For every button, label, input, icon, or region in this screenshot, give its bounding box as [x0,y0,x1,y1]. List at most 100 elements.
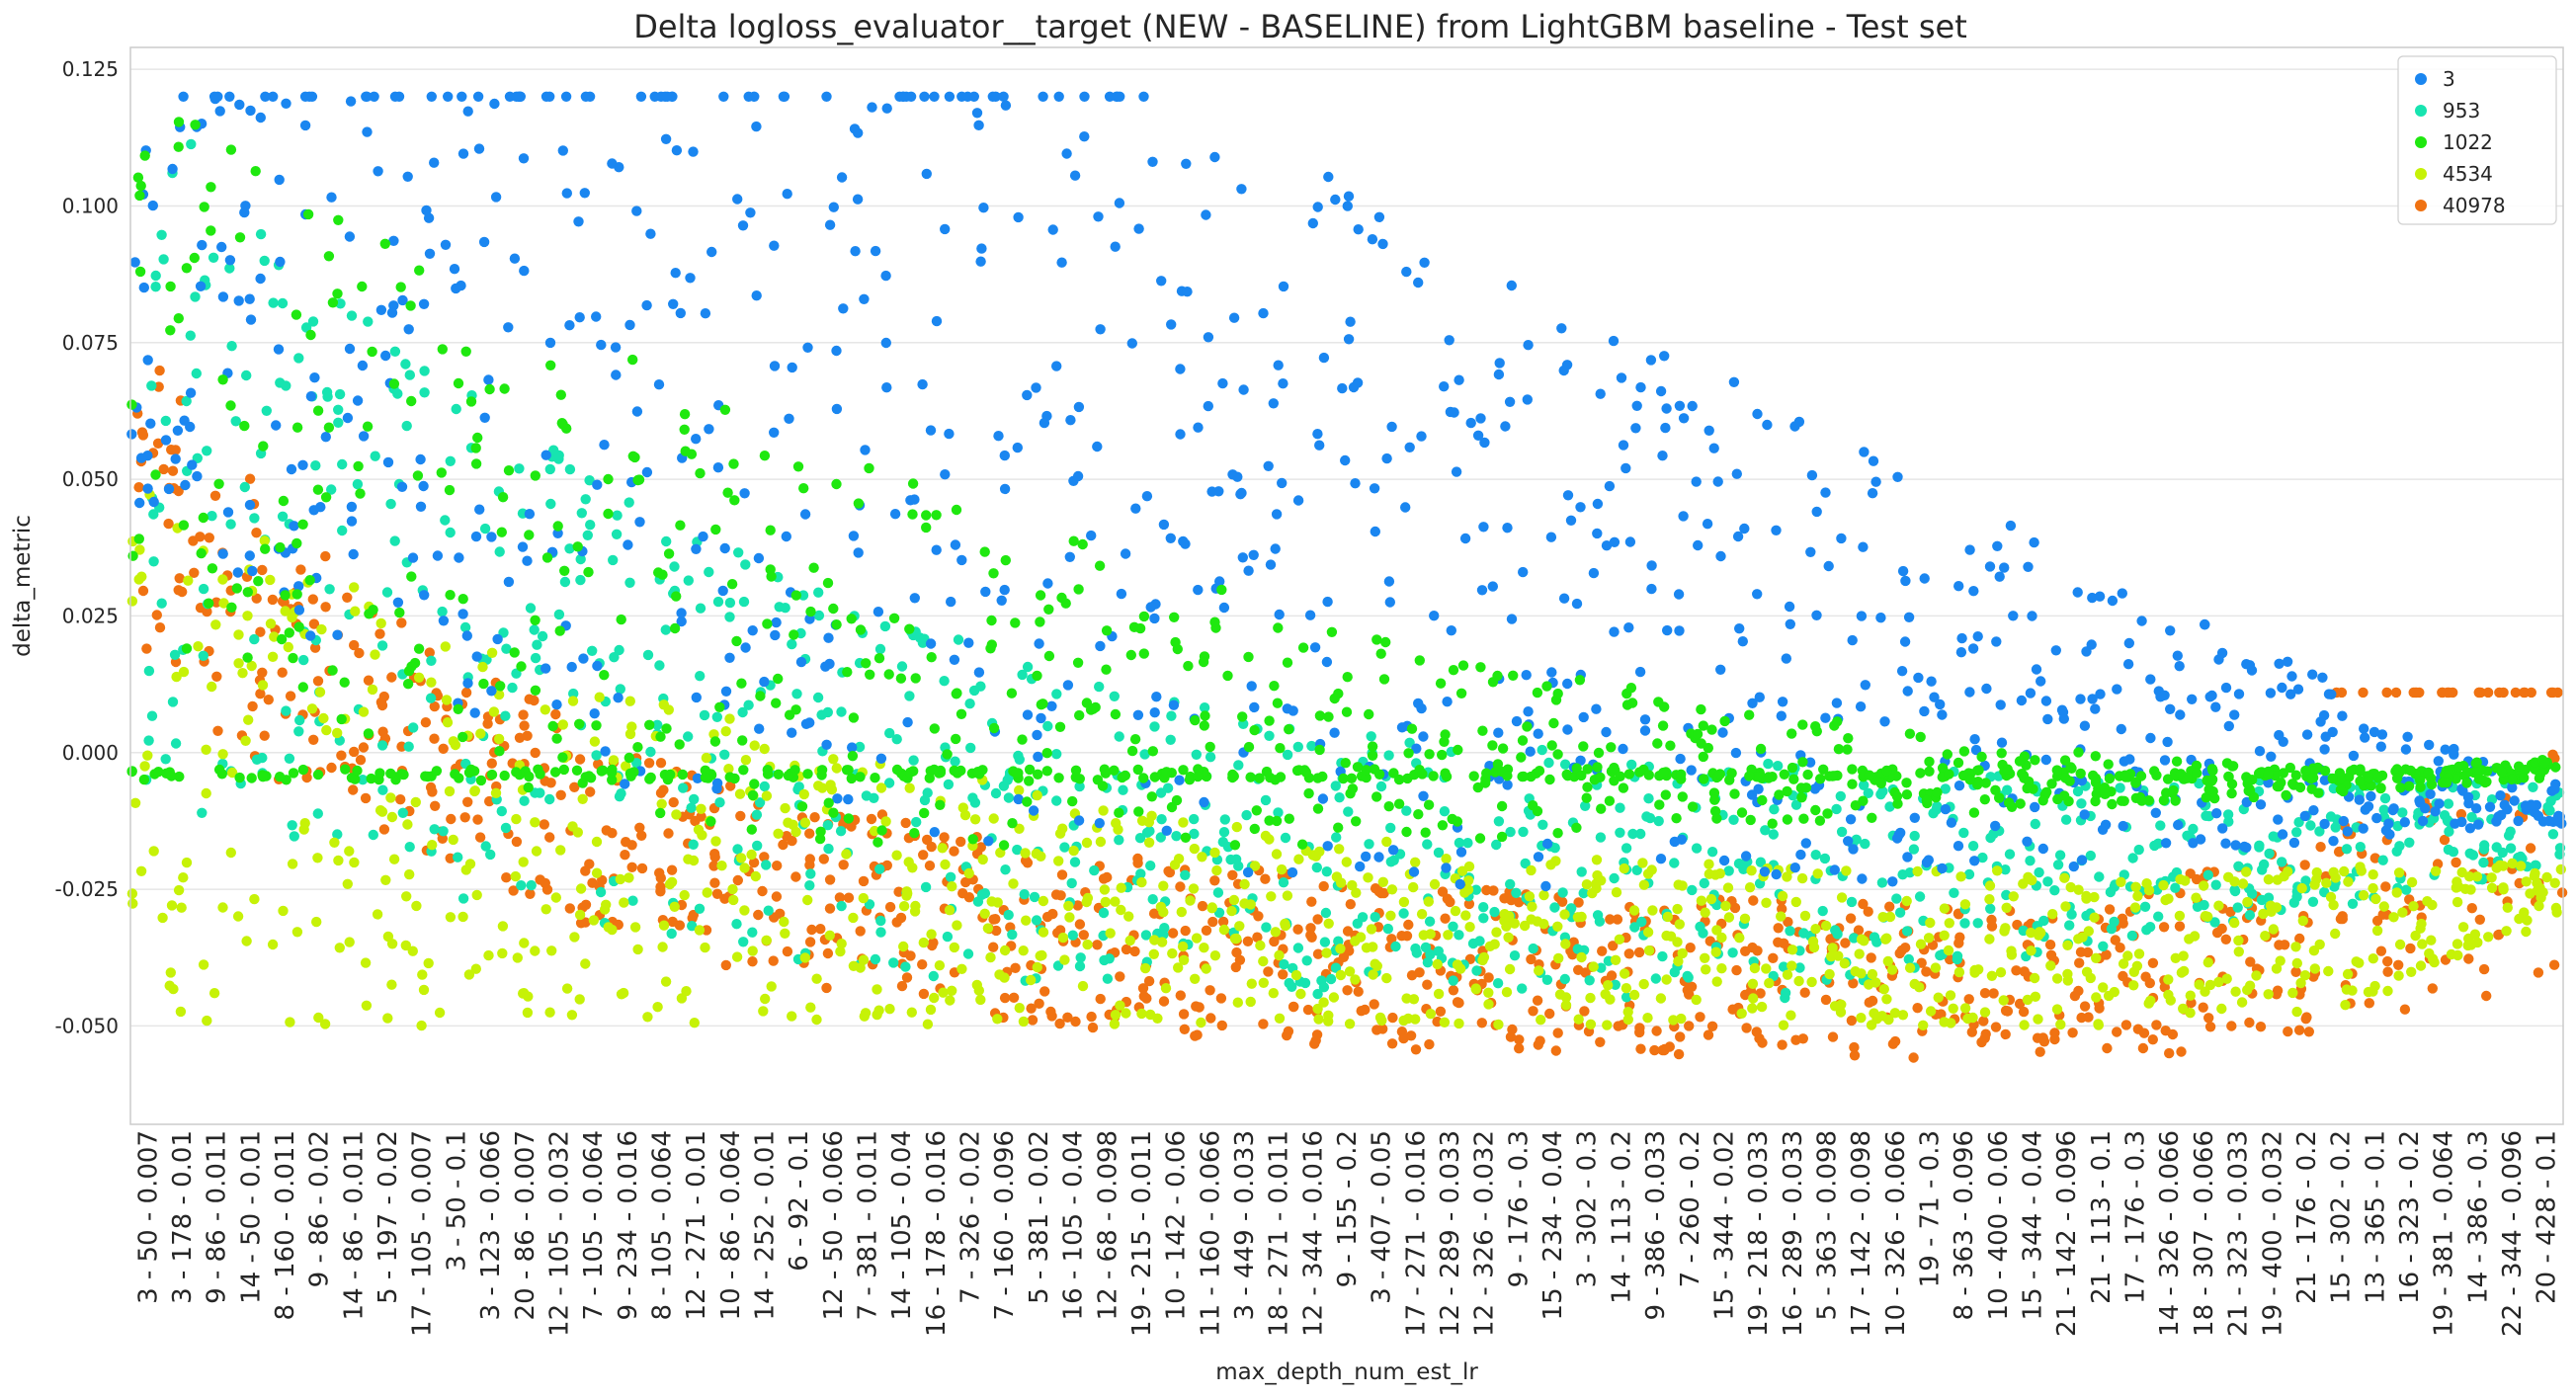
data-point-1022 [2451,774,2461,784]
data-point-3 [1064,551,1076,562]
data-point-1022 [1653,697,1664,707]
data-point-1022 [773,673,784,685]
data-point-40978 [1605,914,1616,925]
data-point-953 [612,510,623,521]
data-point-40978 [378,691,389,702]
data-point-4534 [799,817,811,828]
data-point-3 [1047,224,1058,235]
data-point-953 [584,475,595,486]
data-point-40978 [924,861,936,871]
data-point-4534 [656,798,667,809]
data-point-40978 [295,564,306,575]
data-point-4534 [148,846,159,857]
data-point-3 [1968,586,1979,597]
data-point-40978 [2455,808,2467,820]
data-point-40978 [1306,896,1317,907]
data-point-953 [780,603,790,614]
data-point-1022 [1901,778,1912,788]
data-point-4534 [2213,900,2224,911]
data-point-40978 [2226,1021,2237,1031]
data-point-1022 [1183,660,1194,672]
data-point-4534 [1026,974,1037,986]
data-point-3 [751,121,762,132]
data-point-4534 [457,911,468,923]
data-point-1022 [1138,773,1149,783]
data-point-4534 [746,849,757,861]
data-point-1022 [1380,636,1391,648]
data-point-1022 [1243,651,1254,663]
data-point-4534 [1386,884,1398,895]
data-point-953 [1031,915,1042,926]
data-point-3 [843,793,854,805]
data-point-953 [761,860,772,870]
data-point-4534 [1099,884,1111,895]
data-point-953 [585,520,596,531]
data-point-3 [1634,666,1646,678]
data-point-953 [1007,929,1018,941]
data-point-953 [1972,918,1983,929]
x-tick-label: 9 - 86 - 0.02 [305,1130,335,1287]
data-point-953 [1875,788,1886,800]
data-point-1022 [714,701,725,712]
data-point-953 [1292,741,1304,753]
data-point-1022 [766,571,777,582]
data-point-3 [1900,575,1911,587]
data-point-1022 [1657,720,1669,731]
data-point-4534 [739,905,750,916]
data-point-3 [2513,815,2524,827]
data-point-1022 [783,770,794,781]
data-point-3 [1465,417,1476,429]
data-point-3 [838,303,849,314]
data-point-1022 [853,498,865,509]
data-point-953 [1505,878,1516,890]
data-point-3 [592,479,603,490]
data-point-4534 [799,952,810,963]
data-point-4534 [969,814,981,825]
data-point-40978 [2138,1027,2150,1038]
data-point-953 [968,685,980,697]
data-point-953 [813,610,825,621]
data-point-4534 [947,881,957,892]
data-point-3 [148,496,159,508]
data-point-953 [1102,973,1114,984]
data-point-1022 [258,441,269,452]
data-point-953 [1320,907,1332,919]
data-point-1022 [855,624,867,635]
data-points [126,91,2568,1063]
data-point-3 [315,502,326,513]
data-point-40978 [1179,1024,1191,1035]
data-point-953 [352,478,364,490]
data-point-40978 [2405,943,2416,954]
data-point-953 [544,463,555,475]
data-point-40978 [1846,1015,1858,1027]
data-point-40978 [806,924,817,936]
data-point-3 [1571,598,1583,610]
data-point-953 [1385,822,1396,834]
data-point-953 [2443,844,2454,856]
data-point-4534 [1764,977,1775,989]
data-point-1022 [558,764,569,776]
data-point-1022 [395,282,406,292]
y-tick-label: 0.050 [62,467,119,491]
data-point-4534 [1552,921,1563,932]
data-point-40978 [1010,962,1021,973]
data-point-1022 [1300,767,1312,778]
data-point-4534 [1925,1006,1937,1017]
data-point-4534 [1946,1018,1956,1028]
data-point-4534 [2191,892,2202,903]
data-point-3 [670,268,681,279]
data-point-953 [1433,945,1445,956]
data-point-3 [675,307,686,319]
data-point-4534 [1810,924,1821,935]
data-point-4534 [2229,917,2240,929]
data-point-4534 [557,719,568,730]
data-point-3 [1609,536,1620,547]
data-point-3 [293,605,305,616]
data-point-1022 [815,826,826,837]
data-point-953 [575,553,586,565]
data-point-1022 [1120,770,1131,781]
data-point-1022 [1736,807,1748,818]
data-point-4534 [1189,843,1201,855]
data-point-1022 [173,117,185,127]
data-point-4534 [739,863,750,873]
